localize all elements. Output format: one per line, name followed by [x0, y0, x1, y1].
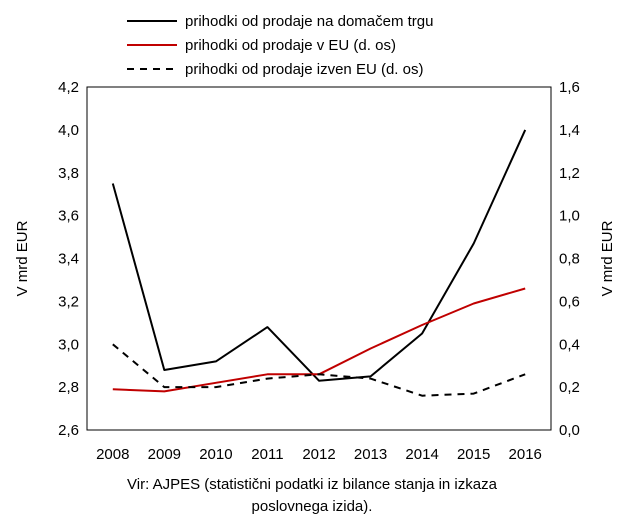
x-tick-label: 2008	[96, 446, 129, 463]
series-line-3	[112, 343, 526, 397]
x-tick-label: 2013	[354, 446, 387, 463]
left-tick-label: 3,8	[58, 165, 79, 182]
right-axis-title: V mrd EUR	[599, 220, 616, 296]
right-tick-label: 0,8	[559, 251, 580, 268]
left-tick-label: 3,2	[58, 293, 79, 310]
x-tick-label: 2011	[251, 446, 283, 463]
left-tick-label: 3,4	[58, 251, 79, 268]
right-tick-label: 0,2	[559, 379, 580, 396]
x-tick-label: 2014	[405, 446, 438, 463]
x-tick-label: 2009	[148, 446, 181, 463]
right-tick-label: 1,6	[559, 79, 580, 96]
plot-area-frame	[86, 86, 552, 431]
legend-label-1: prihodki od prodaje na domačem trgu	[185, 13, 433, 30]
x-axis-ticks: 2008 2009 2010 2011 2012 2013 2014 2015 2016	[96, 446, 542, 463]
legend: prihodki od prodaje na domačem trgu priho…	[127, 13, 433, 78]
right-tick-label: 1,4	[559, 122, 580, 139]
series-group	[111, 129, 527, 397]
left-tick-label: 2,8	[58, 379, 79, 396]
x-tick-label: 2016	[509, 446, 542, 463]
left-axis-title: V mrd EUR	[14, 220, 31, 296]
right-tick-label: 0,4	[559, 336, 580, 353]
source-note: Vir: AJPES (statistični podatki iz bilan…	[0, 474, 624, 518]
x-tick-label: 2010	[199, 446, 232, 463]
right-tick-label: 1,2	[559, 165, 580, 182]
right-tick-label: 0,6	[559, 293, 580, 310]
series-line-1	[111, 129, 527, 382]
x-tick-label: 2015	[457, 446, 490, 463]
left-tick-label: 3,0	[58, 336, 79, 353]
legend-label-3: prihodki od prodaje izven EU (d. os)	[185, 61, 423, 78]
legend-label-2: prihodki od prodaje v EU (d. os)	[185, 37, 396, 54]
right-axis-ticks: 0,0 0,2 0,4 0,6 0,8 1,0 1,2 1,4 1,6	[559, 79, 580, 439]
left-tick-label: 4,2	[58, 79, 79, 96]
left-tick-label: 3,6	[58, 208, 79, 225]
series-line-2	[112, 287, 526, 393]
source-note-line-1: Vir: AJPES (statistični podatki iz bilan…	[127, 476, 497, 493]
right-tick-label: 1,0	[559, 208, 580, 225]
source-note-line-2: poslovnega izida).	[251, 498, 373, 515]
left-axis-ticks: 2,6 2,8 3,0 3,2 3,4 3,6 3,8 4,0 4,2	[58, 79, 79, 439]
left-tick-label: 4,0	[58, 122, 79, 139]
right-tick-label: 0,0	[559, 422, 580, 439]
x-tick-label: 2012	[302, 446, 335, 463]
left-tick-label: 2,6	[58, 422, 79, 439]
